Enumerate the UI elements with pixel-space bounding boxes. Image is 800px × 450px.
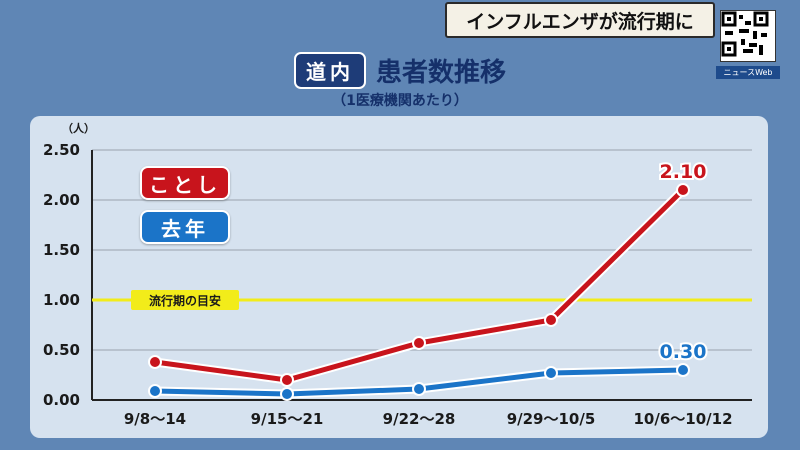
data-label: 0.30 xyxy=(660,341,707,363)
data-point xyxy=(544,313,558,327)
x-tick-label: 9/29～10/5 xyxy=(507,410,596,428)
headline-banner: インフルエンザが流行期に xyxy=(445,2,715,38)
chart-title: 患者数推移 xyxy=(375,58,506,88)
threshold-label: 流行期の目安 xyxy=(149,293,221,308)
x-tick-label: 9/8～14 xyxy=(124,410,186,428)
series-line-outline xyxy=(154,186,687,385)
data-point xyxy=(544,366,558,380)
y-tick-label: 2.50 xyxy=(43,141,80,159)
series-line xyxy=(154,188,685,383)
y-tick-label: 2.00 xyxy=(43,191,80,209)
data-labels: 2.10 0.30 xyxy=(658,159,709,365)
legend-this-year: ことし xyxy=(140,166,230,200)
threshold-line: 流行期の目安 xyxy=(92,290,752,310)
legend-last-year: 去年 xyxy=(140,210,230,244)
data-point xyxy=(412,382,426,396)
data-point xyxy=(676,183,690,197)
series-lines xyxy=(148,183,690,401)
y-tick-label: 0.50 xyxy=(43,341,80,359)
data-point xyxy=(280,387,294,401)
y-axis-ticks: 0.00 0.50 1.00 1.50 2.00 2.50 xyxy=(43,141,80,409)
data-point xyxy=(280,373,294,387)
x-tick-label: 10/6～10/12 xyxy=(633,410,732,428)
x-axis-ticks: 9/8～14 9/15～21 9/22～28 9/29～10/5 10/6～10/12 xyxy=(124,410,733,428)
threshold-label-bg xyxy=(131,290,239,310)
y-tick-label: 1.50 xyxy=(43,241,80,259)
data-point xyxy=(676,363,690,377)
chart-header: 道内 患者数推移 xyxy=(0,52,800,89)
y-axis-unit: （人） xyxy=(62,121,95,135)
qr-caption: ニュースWeb xyxy=(716,66,780,79)
x-tick-label: 9/15～21 xyxy=(251,410,324,428)
headline-text: インフルエンザが流行期に xyxy=(466,10,694,33)
qr-code-icon xyxy=(721,11,769,57)
y-tick-label: 1.00 xyxy=(43,291,80,309)
data-point xyxy=(148,355,162,369)
data-point xyxy=(412,336,426,350)
x-tick-label: 9/22～28 xyxy=(383,410,456,428)
chart-subtitle: （1医療機関あたり） xyxy=(332,93,468,109)
data-label: 2.10 xyxy=(660,161,707,183)
data-point xyxy=(148,384,162,398)
region-badge: 道内 xyxy=(293,52,366,89)
y-tick-label: 0.00 xyxy=(43,391,80,409)
qr-code[interactable] xyxy=(720,10,776,62)
